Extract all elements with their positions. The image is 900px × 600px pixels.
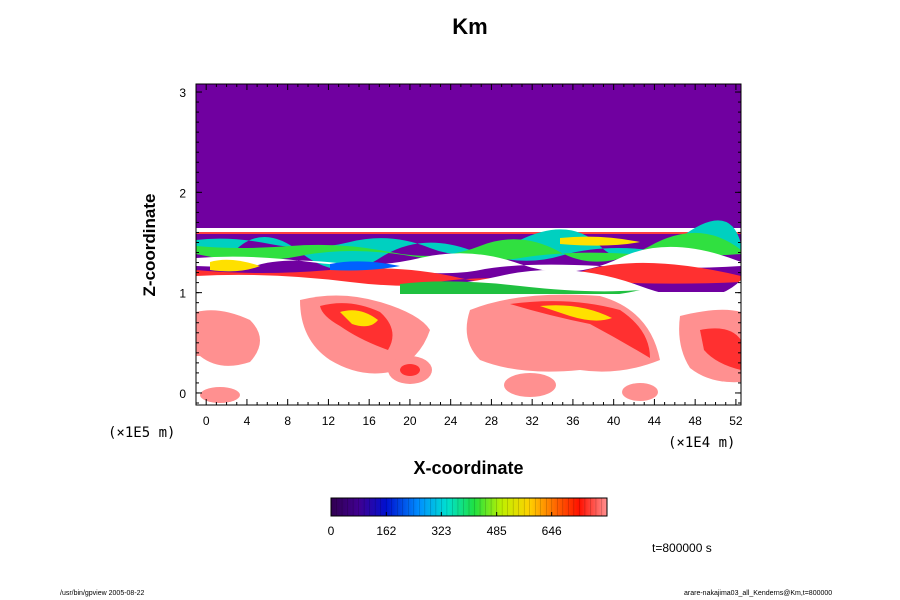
eddy <box>320 303 393 350</box>
lower-region <box>196 294 741 405</box>
footer-right: arare-nakajima03_all_Kenderns@Km,t=80000… <box>684 590 833 597</box>
x-tick-label: 8 <box>284 414 291 428</box>
y-axis-label: Z-coordinate <box>140 193 159 297</box>
x-tick-label: 48 <box>688 414 702 428</box>
mixing-layer-streak <box>196 246 741 274</box>
y-tick-label: 0 <box>179 387 186 401</box>
colorbar-tick-label: 323 <box>431 524 451 538</box>
eddy <box>200 387 240 403</box>
interface-band <box>196 232 741 234</box>
chart-title: Km <box>452 14 488 39</box>
footer-left: /usr/bin/gpview 2005-08-22 <box>60 590 145 597</box>
uniform-region <box>196 84 741 229</box>
x-tick-label: 44 <box>648 414 662 428</box>
eddy <box>510 301 650 358</box>
x-tick-label: 12 <box>322 414 336 428</box>
eddy <box>622 383 658 401</box>
eddy <box>504 373 556 397</box>
x-tick-label: 28 <box>485 414 499 428</box>
x-tick-label: 24 <box>444 414 458 428</box>
eddy <box>540 305 612 321</box>
y-tick-label: 2 <box>179 186 186 200</box>
x-tick-label: 32 <box>525 414 539 428</box>
x-tick-label: 52 <box>729 414 743 428</box>
eddy <box>700 328 741 370</box>
eddy <box>340 310 378 327</box>
y-scale-note: (×1E5 m) <box>108 425 176 441</box>
x-scale-note: (×1E4 m) <box>668 435 736 451</box>
eddy <box>196 310 260 366</box>
x-tick-label: 4 <box>244 414 251 428</box>
y-tick-label: 1 <box>179 287 186 301</box>
mixing-layer-streak <box>330 261 400 271</box>
x-tick-label: 40 <box>607 414 621 428</box>
colorbar-tick-label: 162 <box>376 524 396 538</box>
eddy <box>400 364 420 376</box>
mixing-layer-streak <box>560 236 640 246</box>
x-tick-label: 16 <box>362 414 376 428</box>
x-axis-label: X-coordinate <box>413 458 524 478</box>
mixing-layer-streak <box>196 220 741 270</box>
interface-band <box>196 228 741 232</box>
mixing-layer-streak <box>210 259 260 272</box>
plot-frame <box>195 83 742 406</box>
x-tick-label: 20 <box>403 414 417 428</box>
heatmap-field <box>196 84 741 405</box>
x-tick-label: 36 <box>566 414 580 428</box>
colorbar-ticks: 0 162 323 485 646 <box>328 498 608 538</box>
y-tick-label: 3 <box>179 86 186 100</box>
time-label: t=800000 s <box>652 541 712 555</box>
x-tick-label: 0 <box>203 414 210 428</box>
mixing-layer-streak <box>196 232 741 262</box>
colorbar-tick-label: 485 <box>487 524 507 538</box>
colorbar-tick-label: 646 <box>542 524 562 538</box>
colorbar-tick-label: 0 <box>328 524 335 538</box>
